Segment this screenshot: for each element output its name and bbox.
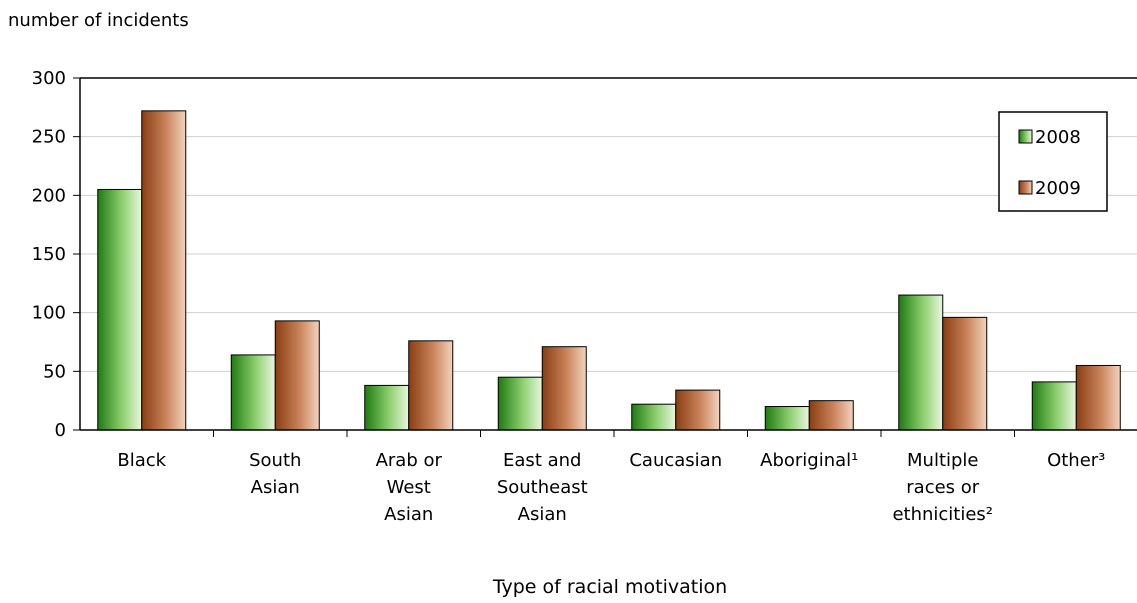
category-label: Multiple races or ethnicities² bbox=[892, 450, 993, 525]
category-label: South Asian bbox=[249, 450, 301, 498]
bar-2008 bbox=[364, 384, 410, 431]
bar-2009 bbox=[675, 389, 721, 431]
y-tick-label: 150 bbox=[32, 244, 66, 265]
bar-2009 bbox=[942, 316, 988, 431]
category-label: East and Southeast Asian bbox=[497, 450, 588, 525]
category-label: Black bbox=[117, 450, 166, 471]
legend-label: 2008 bbox=[1035, 127, 1081, 148]
category-label: Aboriginal¹ bbox=[760, 450, 858, 471]
bar-2009 bbox=[808, 400, 854, 431]
category-label: Arab or West Asian bbox=[376, 450, 443, 525]
legend-label: 2009 bbox=[1035, 178, 1081, 199]
bar-2008 bbox=[631, 403, 677, 431]
y-tick-label: 50 bbox=[43, 361, 66, 382]
legend-swatch-2008 bbox=[1018, 129, 1033, 144]
legend-box bbox=[998, 111, 1108, 212]
bar-2008 bbox=[1031, 381, 1077, 431]
bar-2008 bbox=[97, 188, 143, 431]
bar-2009 bbox=[541, 346, 587, 431]
category-label: Caucasian bbox=[629, 450, 722, 471]
y-tick-label: 0 bbox=[55, 420, 66, 441]
legend-swatch-2009 bbox=[1018, 180, 1033, 195]
legend: 2008 2009 bbox=[998, 111, 1108, 212]
bar-2008 bbox=[230, 354, 276, 431]
y-tick-label: 200 bbox=[32, 185, 66, 206]
x-axis-label: Type of racial motivation bbox=[492, 576, 727, 598]
bar-2008 bbox=[898, 294, 944, 431]
y-axis-label: number of incidents bbox=[8, 10, 189, 31]
y-tick-label: 300 bbox=[32, 68, 66, 89]
bar-2009 bbox=[141, 110, 187, 431]
category-label: Other³ bbox=[1047, 450, 1105, 471]
bar-2009 bbox=[1075, 364, 1121, 431]
axes: 0 50 100 150 200 250 300 Black South Asian Arab or… bbox=[32, 68, 1137, 525]
bar-2009 bbox=[274, 320, 320, 431]
y-tick-label: 100 bbox=[32, 303, 66, 324]
bars bbox=[97, 110, 1121, 431]
y-tick-label: 250 bbox=[32, 127, 66, 148]
bar-2008 bbox=[764, 406, 810, 431]
bar-2008 bbox=[497, 376, 543, 431]
bar-2009 bbox=[408, 340, 454, 431]
